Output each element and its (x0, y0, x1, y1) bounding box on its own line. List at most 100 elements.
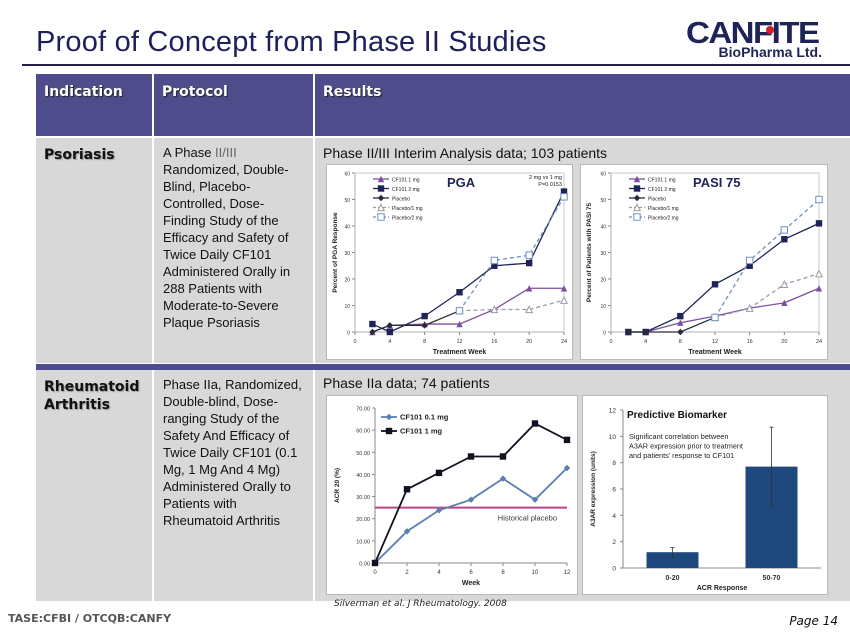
results-table: Indication Protocol Results Psoriasis A … (36, 74, 850, 601)
indication-psoriasis: Psoriasis (36, 138, 152, 363)
legend-label: CF101 2 mg (648, 187, 676, 193)
y-tick-label: 40 (600, 225, 606, 231)
data-point (560, 188, 568, 195)
x-tick-label: 10 (532, 570, 539, 576)
data-point (403, 486, 411, 493)
series-line-1 (374, 422, 568, 564)
y-axis-label: ACR 20 (%) (334, 468, 341, 503)
data-point (560, 285, 568, 292)
results-psoriasis: Phase II/III Interim Analysis data; 103 … (315, 138, 850, 363)
x-tick-label: 8 (501, 570, 505, 576)
indication-rheumatoid-arthritis: Rheumatoid Arthritis (36, 370, 152, 601)
data-point (677, 328, 684, 336)
y-tick-label: 50.00 (356, 451, 370, 457)
x-tick-label: 12 (456, 339, 462, 345)
legend-marker (632, 203, 642, 212)
protocol-phase-highlight: II/III (215, 145, 237, 160)
pga-chart: 0 10 20 30 40 50 60 0 4 8 12 16 20 24 Treatment Week Pe… (326, 164, 573, 360)
x-tick-label: 8 (423, 339, 426, 345)
series-line-4 (458, 196, 565, 312)
data-point (421, 312, 428, 320)
series-line-3 (459, 299, 565, 312)
page-number: Page 14 (789, 614, 838, 628)
protocol-text: A Phase (163, 145, 216, 160)
x-tick-label: 2 (405, 570, 409, 576)
y-axis-label: Percent of Patients with PASI 75 (586, 203, 593, 303)
x-axis-label: ACR Response (697, 585, 748, 592)
results-title-psoriasis: Phase II/III Interim Analysis data; 103 … (323, 145, 608, 161)
y-tick-label: 60 (600, 172, 606, 178)
data-point (781, 236, 788, 243)
data-point (745, 303, 754, 312)
x-tick-label: 20 (526, 339, 532, 345)
x-tick-label: 16 (747, 339, 753, 345)
x-tick-label: 24 (561, 339, 567, 345)
data-point (499, 475, 507, 482)
data-point (677, 319, 684, 326)
data-point (456, 289, 463, 296)
data-point (711, 281, 719, 288)
y-tick-label: 60.00 (356, 429, 370, 435)
data-point (435, 469, 443, 477)
x-tick-label: 0-20 (665, 575, 679, 582)
x-tick-label: 20 (781, 339, 787, 345)
data-point (490, 305, 499, 314)
x-axis-label: Treatment Week (688, 349, 742, 356)
data-point (435, 507, 443, 514)
legend-marker (633, 185, 641, 192)
series-line-0 (628, 287, 820, 333)
chart-title: PASI 75 (693, 175, 740, 190)
data-point (814, 269, 824, 278)
data-point (369, 328, 376, 336)
data-point (745, 256, 754, 265)
y-tick-label: 8 (612, 460, 616, 467)
y-tick-label: 60 (344, 172, 350, 178)
y-tick-label: 40 (344, 225, 350, 231)
x-axis-label: Treatment Week (433, 349, 487, 356)
x-axis-label: Week (462, 580, 480, 587)
results-rheumatoid-arthritis: Phase IIa data; 74 patients 0.00 10.00 20.… (315, 370, 850, 601)
protocol-rheumatoid-arthritis: Phase IIa, Randomized, Double-blind, Dos… (154, 370, 313, 601)
legend-label: Placebo (392, 197, 410, 203)
legend-marker (377, 213, 385, 221)
y-tick-label: 20 (344, 278, 350, 284)
legend-label: CF101 1 mg (392, 178, 420, 184)
chart-annotation: and patients' response to CF101 (629, 451, 734, 460)
data-point (403, 528, 411, 535)
data-point (499, 453, 507, 460)
legend-label: Placebo/2 mg (392, 216, 423, 222)
data-point (815, 285, 823, 292)
legend-marker (633, 194, 641, 202)
data-point (369, 320, 376, 328)
data-point (563, 464, 571, 472)
column-header-protocol: Protocol (154, 74, 313, 136)
x-tick-label: 4 (437, 570, 441, 576)
data-point (780, 279, 789, 288)
y-tick-label: 20 (600, 278, 606, 284)
y-tick-label: 0 (612, 566, 616, 573)
data-point (467, 453, 475, 460)
data-point (815, 195, 823, 204)
x-tick-label: 0 (373, 570, 377, 576)
y-tick-label: 40.00 (356, 473, 370, 479)
y-tick-label: 2 (612, 539, 616, 546)
title-divider (22, 64, 850, 66)
legend-label: CF101 1 mg (400, 427, 443, 436)
y-tick-label: 10.00 (356, 539, 370, 545)
y-tick-label: 10 (609, 434, 617, 441)
legend-marker (377, 185, 385, 192)
y-tick-label: 10 (600, 304, 606, 310)
data-point (746, 262, 753, 269)
y-tick-label: 0 (347, 331, 350, 337)
x-tick-label: 50-70 (763, 575, 781, 582)
pga-chart-svg: 0 10 20 30 40 50 60 0 4 8 12 16 20 24 Treatment Week Pe… (332, 172, 569, 356)
x-tick-label: 12 (564, 570, 571, 576)
data-point (386, 322, 394, 329)
data-point (525, 285, 533, 292)
series-line-3 (714, 273, 820, 319)
data-point (559, 295, 569, 304)
company-logo: CANFITE BioPharma Ltd. (686, 14, 836, 62)
x-tick-label: 12 (712, 339, 718, 345)
y-axis-label: A3AR expression (units) (590, 451, 597, 527)
data-point (525, 251, 533, 259)
